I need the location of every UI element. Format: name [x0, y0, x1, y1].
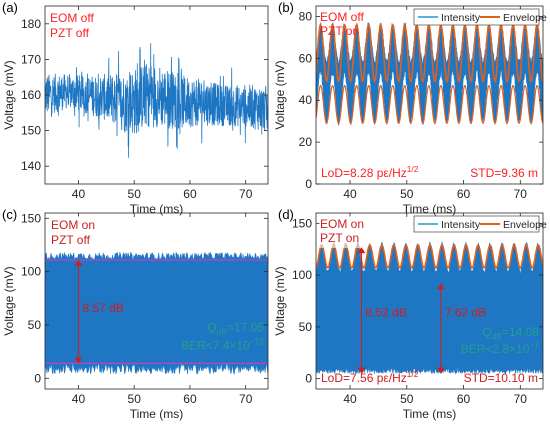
- y-tick-label: 60: [299, 51, 313, 65]
- x-axis-label: Time (ms): [130, 407, 184, 421]
- y-axis-label: Voltage (mV): [273, 60, 287, 129]
- series-envelope-upper: [316, 23, 543, 83]
- panel-label: (b): [278, 0, 294, 15]
- x-tick-label: 60: [457, 187, 471, 201]
- y-tick-label: 0: [305, 177, 312, 191]
- annotation-bg: [319, 216, 365, 248]
- y-tick-label: 0: [34, 371, 41, 385]
- annotation-db-2: 7.62 dB: [445, 306, 486, 320]
- annotation-db-1: 8.52 dB: [365, 306, 406, 320]
- annotation-pzt: PZT on: [320, 231, 359, 245]
- annotation-std: STD=10.10 m: [464, 371, 538, 385]
- x-tick-label: 60: [457, 392, 471, 406]
- annotation-db: 8.57 dB: [82, 301, 123, 315]
- annotation-pzt: PZT on: [320, 24, 359, 38]
- y-tick-label: 100: [21, 265, 41, 279]
- plot-area: [45, 251, 268, 375]
- y-tick-label: 50: [299, 320, 313, 334]
- panel-b: (b) 40 50 60 70 0 20 40 60 80 Time (ms) Voltage (mV…: [273, 0, 547, 216]
- annotation-eom: EOM off: [50, 11, 94, 25]
- y-tick-label: 150: [21, 211, 41, 225]
- x-tick-label: 70: [514, 187, 528, 201]
- legend-label: Intensity: [441, 12, 481, 24]
- panel-a: (a) 40 50 60 70 140 150 160 170 180 Time (ms) Volta…: [2, 0, 269, 216]
- y-tick-label: 180: [21, 17, 41, 31]
- x-tick-label: 50: [128, 392, 142, 406]
- x-axis-label: Time (ms): [403, 407, 457, 421]
- legend-box: [413, 215, 540, 233]
- y-tick-label: 150: [21, 124, 41, 138]
- annotation-lod: LoD=7.56 pε/Hz1/2: [321, 369, 419, 385]
- plot-area: [316, 241, 543, 375]
- legend-label: Intensity: [441, 219, 481, 231]
- y-tick-label: 160: [21, 88, 41, 102]
- x-tick-label: 70: [239, 392, 253, 406]
- annotation-eom: EOM off: [320, 10, 364, 24]
- legend-label: Envelope: [503, 219, 547, 231]
- y-tick-label: 50: [28, 318, 42, 332]
- y-axis-label: Voltage (mV): [2, 266, 16, 335]
- y-tick-label: 0: [305, 372, 312, 386]
- annotation-std: STD=9.36 m: [470, 166, 538, 180]
- arrow-head-bottom-1: [357, 367, 366, 374]
- annotation-bg: [49, 216, 99, 248]
- panel-d: (d) 40 50 60 70 0 50 100 150 Time (ms) Voltage (mV…: [273, 207, 547, 421]
- legend: Intensity Envelope: [413, 215, 547, 233]
- axes-box: [315, 212, 544, 390]
- series-envelope: [316, 244, 543, 269]
- x-tick-label: 40: [72, 187, 86, 201]
- x-tick-label: 40: [72, 392, 86, 406]
- x-tick-label: 70: [239, 187, 253, 201]
- panel-label: (d): [278, 207, 294, 222]
- arrow-head-top-1: [357, 247, 366, 254]
- annotation-eom: EOM on: [320, 217, 364, 231]
- x-axis-label: Time (ms): [403, 202, 457, 216]
- x-tick-label: 60: [183, 187, 197, 201]
- x-tick-label: 60: [183, 392, 197, 406]
- annotation-pzt: PZT off: [50, 26, 90, 40]
- plot-area: [316, 21, 543, 126]
- annotation-ber: BER<2.8×10−7: [461, 340, 540, 356]
- y-tick-label: 40: [299, 93, 313, 107]
- arrow-head-bottom-2: [436, 367, 445, 374]
- y-tick-label: 80: [299, 9, 313, 23]
- arrow-head-top: [74, 259, 83, 266]
- arrow-head-top-2: [436, 283, 445, 290]
- legend-label: Envelope: [503, 12, 547, 24]
- annotation-q: QdB=14.08: [482, 325, 539, 341]
- axes-box: [315, 5, 544, 185]
- x-tick-label: 50: [400, 392, 414, 406]
- y-axis-label: Voltage (mV): [273, 266, 287, 335]
- legend: Intensity Envelope: [413, 8, 547, 26]
- panel-label: (c): [2, 207, 17, 222]
- axes-box: [44, 212, 269, 390]
- x-tick-label: 50: [128, 187, 142, 201]
- annotation-ber: BER<7.4×10−13: [181, 337, 264, 353]
- annotation-lod: LoD=8.28 pε/Hz1/2: [321, 164, 419, 180]
- legend-box: [413, 8, 540, 26]
- y-tick-label: 140: [21, 159, 41, 173]
- y-axis-label: Voltage (mV): [2, 60, 16, 129]
- series-envelope-lower: [316, 84, 543, 125]
- plot-area: [45, 43, 268, 158]
- x-tick-label: 50: [400, 187, 414, 201]
- panel-c: (c) 40 50 60 70 0 50 100 150 Time (ms) Voltage (mV…: [2, 207, 269, 421]
- x-tick-label: 70: [514, 392, 528, 406]
- x-tick-label: 40: [343, 187, 357, 201]
- panel-label: (a): [2, 0, 18, 15]
- arrow-head-bottom: [74, 357, 83, 364]
- x-tick-label: 40: [343, 392, 357, 406]
- y-tick-label: 100: [292, 268, 312, 282]
- annotation-eom: EOM on: [51, 218, 95, 232]
- x-axis-label: Time (ms): [130, 202, 184, 216]
- y-tick-label: 150: [292, 216, 312, 230]
- y-tick-label: 170: [21, 52, 41, 66]
- y-tick-label: 20: [299, 135, 313, 149]
- series-trace: [45, 43, 268, 158]
- annotation-q: QdB=17.05: [207, 320, 264, 336]
- annotation-pzt: PZT off: [51, 233, 91, 247]
